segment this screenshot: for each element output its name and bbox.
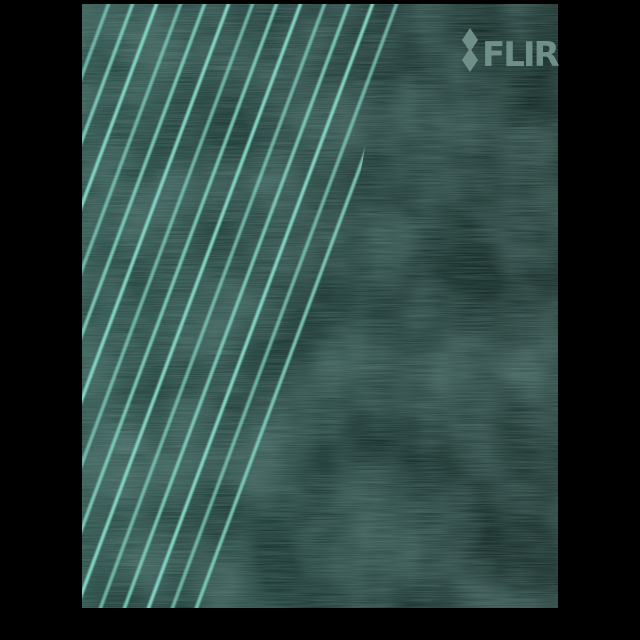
image (82, 4, 558, 608)
logo-text: FLIR (482, 35, 560, 75)
scan-noise (82, 4, 558, 608)
logo: FLIR (462, 28, 562, 75)
logo-mark (462, 48, 478, 72)
logo-mark (462, 28, 478, 52)
